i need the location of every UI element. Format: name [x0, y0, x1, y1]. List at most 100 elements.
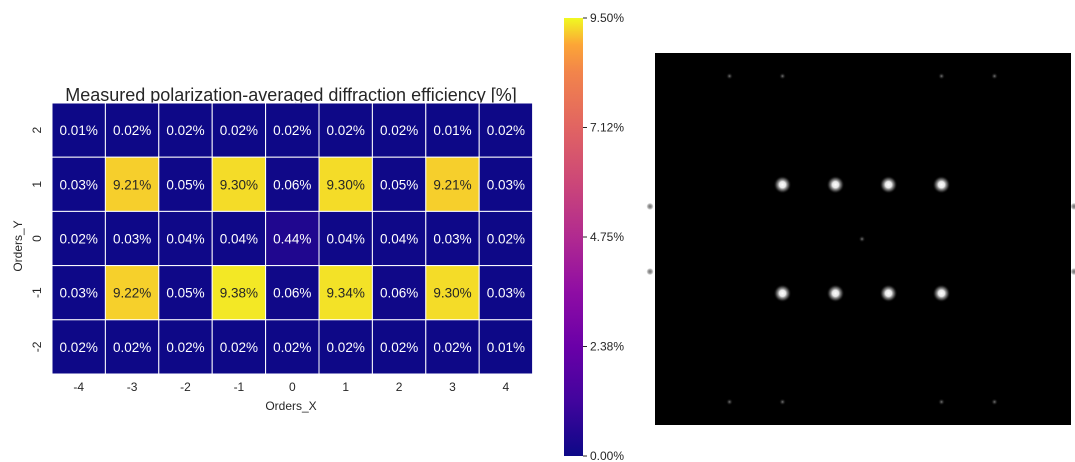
cell-label: 0.02% — [166, 123, 204, 138]
faint-spot — [646, 202, 654, 210]
heatmap-cell — [51, 210, 106, 267]
x-tick-label: 2 — [396, 380, 403, 394]
heatmap-cell — [104, 102, 160, 158]
heatmap-cell — [158, 102, 213, 158]
chart-title: Measured polarization-averaged diffracti… — [65, 85, 517, 105]
cell-label: 0.03% — [113, 232, 151, 247]
cell-label: 9.30% — [220, 177, 258, 192]
y-axis-label: Orders_Y — [11, 220, 25, 271]
heatmap-cell — [265, 156, 320, 212]
heatmap-cell — [211, 265, 267, 321]
cell-label: 0.04% — [220, 232, 258, 247]
colorbar-tick-label: 7.12% — [590, 121, 624, 135]
cell-label: 0.03% — [487, 286, 525, 301]
faint-spot — [1070, 202, 1075, 210]
cell-label: 9.30% — [433, 286, 471, 301]
colorbar-axis: 0.00% 2.38% 4.75% 7.12% 9.50% — [583, 11, 624, 462]
cell-label: 0.02% — [433, 340, 471, 355]
heatmap-cell — [158, 156, 213, 212]
heatmap-cell — [265, 319, 320, 375]
diffraction-spot — [932, 284, 951, 303]
cell-label: 9.21% — [433, 177, 471, 192]
cell-label: 0.02% — [327, 123, 365, 138]
cell-label: 0.06% — [380, 286, 418, 301]
heatmap-cell — [425, 156, 480, 212]
heatmap-cell — [104, 210, 160, 267]
cell-label: 0.05% — [166, 286, 204, 301]
x-tick-label: -3 — [127, 380, 138, 394]
colorbar-tick-label: 0.00% — [590, 449, 624, 462]
cell-label: 0.02% — [273, 340, 311, 355]
cell-label: 0.04% — [166, 232, 204, 247]
cell-label: 0.02% — [220, 340, 258, 355]
cell-label: 0.05% — [380, 177, 418, 192]
y-tick-label: 0 — [30, 235, 44, 242]
cell-label: 0.02% — [113, 340, 151, 355]
cell-label: 0.04% — [327, 232, 365, 247]
faint-spot — [779, 398, 786, 406]
cell-label: 9.30% — [327, 177, 365, 192]
y-tick-label: 1 — [30, 181, 44, 188]
cell-label: 0.01% — [487, 340, 525, 355]
cell-label: 0.02% — [487, 232, 525, 247]
y-tick-label: 2 — [30, 126, 44, 133]
cell-label: 0.01% — [60, 123, 98, 138]
y-tick-label: -2 — [30, 341, 44, 352]
heatmap-cell — [51, 265, 106, 321]
heatmap-cell — [371, 156, 427, 212]
diffraction-spot — [773, 175, 792, 194]
x-tick-label: 1 — [342, 380, 349, 394]
cell-label: 0.01% — [433, 123, 471, 138]
cell-label: 0.02% — [327, 340, 365, 355]
cell-label: 9.34% — [327, 286, 365, 301]
heatmap-cell — [211, 210, 267, 267]
heatmap-cell — [51, 319, 106, 375]
diffraction-spot — [826, 175, 845, 194]
cell-label: 0.03% — [60, 177, 98, 192]
faint-spot — [646, 268, 654, 276]
cell-label: 0.06% — [273, 286, 311, 301]
cell-label: 0.02% — [380, 340, 418, 355]
faint-spot — [779, 72, 786, 80]
x-axis-label: Orders_X — [265, 399, 316, 413]
diffraction-spot — [826, 284, 845, 303]
cell-label: 0.04% — [380, 232, 418, 247]
heatmap-cell — [318, 102, 373, 158]
x-tick-label: 0 — [289, 380, 296, 394]
cell-label: 9.21% — [113, 177, 151, 192]
cell-label: 0.05% — [166, 177, 204, 192]
cell-label: 0.02% — [380, 123, 418, 138]
cell-label: 0.02% — [60, 232, 98, 247]
cell-label: 0.02% — [60, 340, 98, 355]
cell-label: 0.02% — [166, 340, 204, 355]
cell-label: 9.38% — [220, 286, 258, 301]
y-tick-label: -1 — [30, 287, 44, 298]
heatmap-cell — [425, 102, 480, 158]
faint-spot — [938, 398, 945, 406]
colorbar-tick-label: 4.75% — [590, 230, 624, 244]
faint-spot — [858, 235, 866, 243]
diffraction-spot — [879, 175, 898, 194]
heatmap-cell — [158, 210, 213, 267]
heatmap-cell — [104, 319, 160, 375]
heatmap: 0.01% 0.02% 0.02% 0.02% 0.02% 0.02% 0.02% 0.01%… — [51, 102, 534, 375]
heatmap-cell — [478, 265, 534, 321]
x-tick-label: -2 — [180, 380, 191, 394]
heatmap-cell — [371, 210, 427, 267]
heatmap-cell — [478, 319, 534, 375]
heatmap-cell — [104, 265, 160, 321]
x-tick-label: 4 — [503, 380, 510, 394]
faint-spot — [991, 398, 998, 406]
cell-label: 0.03% — [487, 177, 525, 192]
cell-label: 0.44% — [273, 232, 311, 247]
heatmap-cell — [478, 210, 534, 267]
cell-label: 0.02% — [273, 123, 311, 138]
x-tick-label: -1 — [234, 380, 245, 394]
diffraction-spot — [932, 175, 951, 194]
camera-spots — [646, 72, 1075, 406]
cell-label: 0.02% — [113, 123, 151, 138]
cell-label: 0.02% — [220, 123, 258, 138]
faint-spot — [991, 72, 998, 80]
x-tick-label: 3 — [449, 380, 456, 394]
